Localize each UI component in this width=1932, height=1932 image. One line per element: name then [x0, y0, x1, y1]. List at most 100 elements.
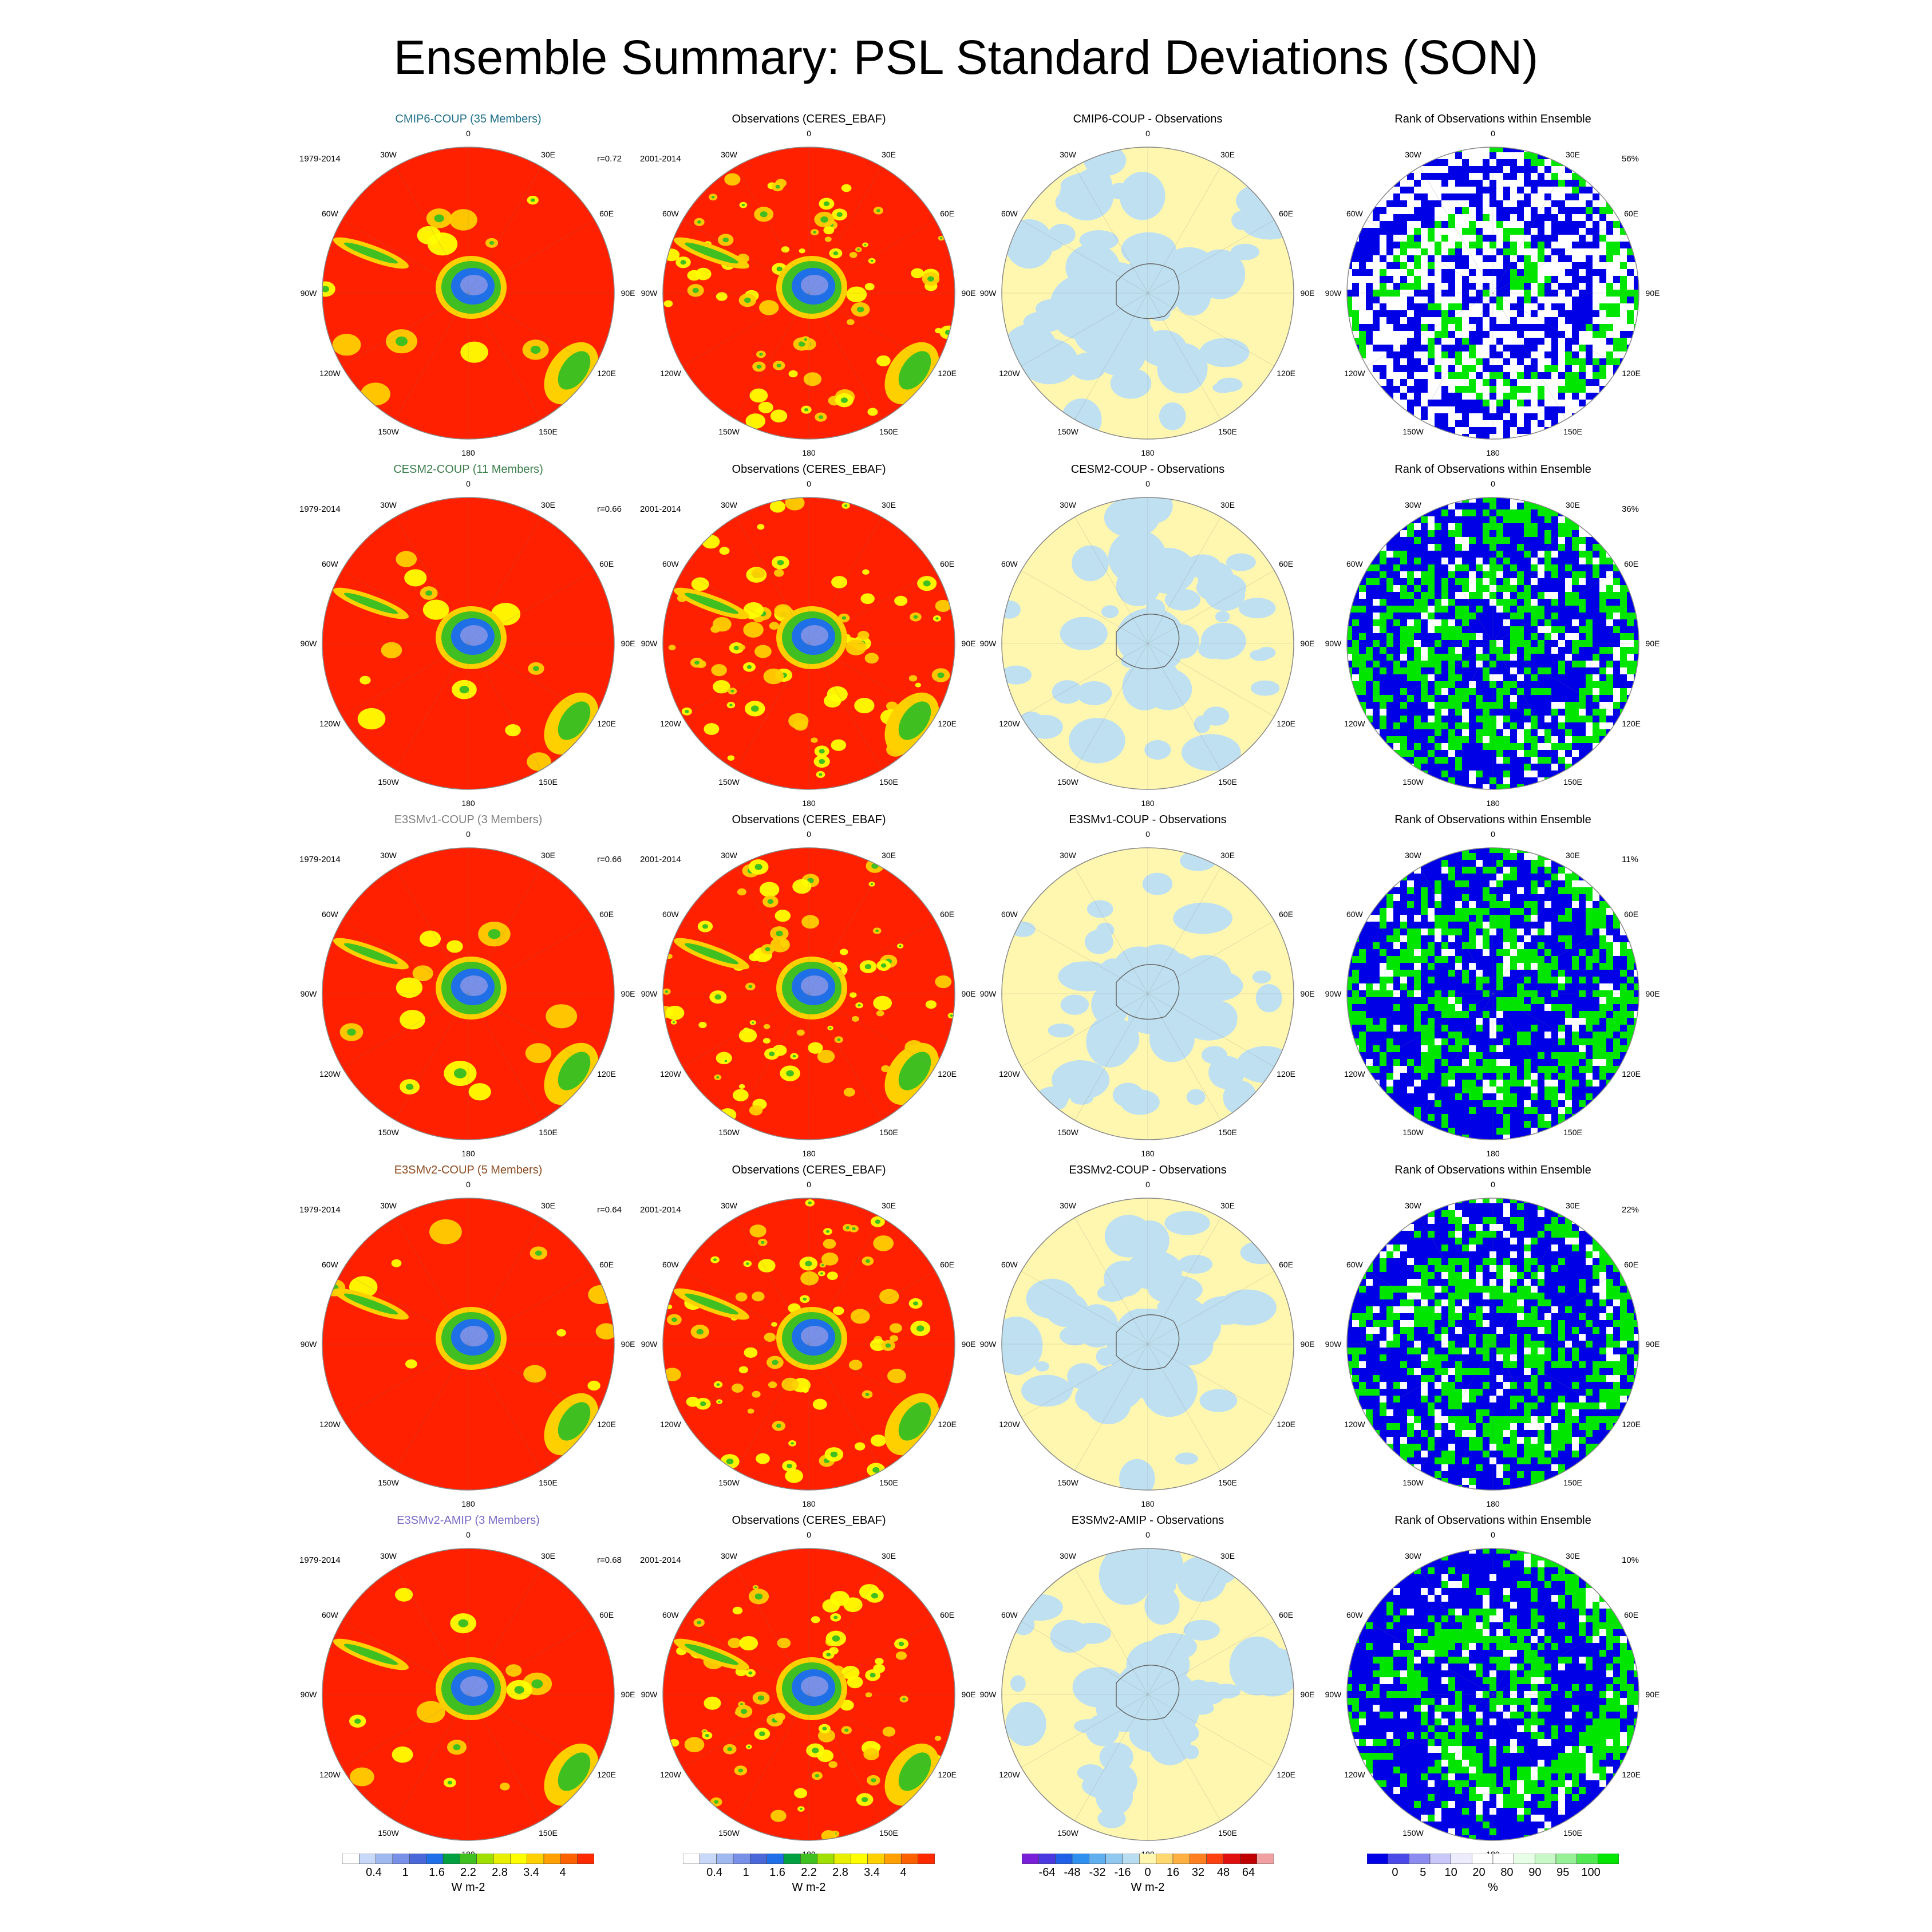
- model-correlation: r=0.68: [597, 1555, 622, 1565]
- obs-panel-title: Observations (CERES_EBAF): [732, 113, 886, 125]
- longitude-label: 30W: [1060, 851, 1076, 860]
- colorbar-tick-label: 80: [1500, 1866, 1514, 1879]
- longitude-label: 30E: [541, 500, 555, 510]
- longitude-label: 90E: [1645, 1340, 1660, 1349]
- longitude-label: 150W: [378, 1127, 399, 1137]
- longitude-label: 120W: [1344, 1419, 1365, 1429]
- longitude-label: 60W: [321, 909, 338, 919]
- longitude-label: 150E: [879, 1477, 898, 1487]
- model-correlation: r=0.64: [597, 1205, 622, 1215]
- colorbar-swatch: [577, 1854, 594, 1864]
- colorbar-tick-label: 95: [1556, 1866, 1570, 1879]
- longitude-label: 60E: [1624, 1259, 1639, 1269]
- diff-map-1: [1001, 497, 1294, 790]
- colorbar-swatch: [1072, 1854, 1089, 1864]
- longitude-label: 180: [802, 1499, 816, 1508]
- longitude-label: 30W: [1405, 851, 1421, 860]
- longitude-label: 180: [1486, 448, 1500, 457]
- longitude-label: 180: [461, 1149, 475, 1158]
- longitude-label: 0: [1145, 479, 1150, 488]
- rank-panel-title: Rank of Observations within Ensemble: [1394, 1514, 1591, 1527]
- model-period: 1979-2014: [299, 855, 341, 864]
- colorbar-swatch: [1089, 1854, 1106, 1864]
- longitude-label: 180: [802, 448, 816, 457]
- longitude-label: 30E: [882, 1551, 896, 1561]
- diff-panel-title: CMIP6-COUP - Observations: [1073, 113, 1223, 125]
- rank-percentage: 22%: [1622, 1205, 1639, 1215]
- longitude-label: 150W: [1402, 1828, 1424, 1838]
- longitude-label: 120E: [1622, 718, 1641, 728]
- longitude-label: 0: [466, 129, 471, 138]
- longitude-label: 60W: [1346, 559, 1363, 568]
- longitude-label: 120E: [1277, 1069, 1295, 1078]
- longitude-label: 150E: [1563, 426, 1582, 436]
- colorbar-tick-label: 1: [742, 1866, 749, 1879]
- rank-percentage: 11%: [1622, 855, 1638, 864]
- colorbar-tick-label: -16: [1114, 1866, 1131, 1879]
- obs-panel-title: Observations (CERES_EBAF): [732, 463, 886, 476]
- longitude-label: 90E: [1645, 1690, 1660, 1699]
- colorbar-tick-label: 5: [1420, 1866, 1427, 1879]
- longitude-label: 30E: [541, 851, 555, 860]
- longitude-label: 30E: [1566, 150, 1580, 160]
- longitude-label: 120E: [938, 718, 957, 728]
- rank-map-3: [1346, 1198, 1639, 1491]
- longitude-label: 60E: [1624, 909, 1639, 919]
- longitude-label: 60E: [1624, 559, 1639, 568]
- longitude-label: 60E: [1279, 909, 1294, 919]
- longitude-label: 120E: [1622, 1769, 1641, 1779]
- longitude-label: 60E: [599, 208, 614, 218]
- longitude-label: 30W: [1060, 1551, 1076, 1561]
- colorbar-swatch: [1555, 1854, 1577, 1864]
- longitude-label: 60E: [1279, 1610, 1294, 1619]
- longitude-label: 30E: [882, 1201, 896, 1211]
- longitude-label: 90E: [1645, 289, 1660, 298]
- longitude-label: 60E: [940, 1259, 955, 1269]
- colorbar-tick-label: 48: [1216, 1866, 1230, 1879]
- longitude-label: 0: [807, 1530, 811, 1539]
- longitude-label: 90W: [300, 639, 317, 648]
- model-map-1: [322, 497, 615, 790]
- colorbar-swatch: [918, 1854, 935, 1864]
- longitude-label: 90W: [1325, 1340, 1342, 1349]
- colorbar-swatch: [700, 1854, 717, 1864]
- longitude-label: 90E: [1300, 989, 1315, 998]
- longitude-label: 120W: [660, 368, 681, 378]
- longitude-label: 150W: [1402, 426, 1424, 436]
- colorbar-tick-label: 2.8: [492, 1866, 508, 1879]
- longitude-label: 0: [807, 479, 811, 488]
- longitude-label: 180: [1486, 799, 1500, 808]
- longitude-label: 60W: [1001, 559, 1018, 568]
- longitude-label: 60W: [1001, 1610, 1018, 1619]
- longitude-label: 60W: [1346, 909, 1363, 919]
- colorbar-tick-label: 90: [1528, 1866, 1542, 1879]
- colorbar-tick-label: -32: [1089, 1866, 1106, 1879]
- longitude-label: 60E: [1624, 1610, 1639, 1619]
- longitude-label: 30E: [1566, 500, 1580, 510]
- diff-colorbar: [1022, 1854, 1274, 1864]
- longitude-label: 90W: [641, 1340, 658, 1349]
- colorbar-swatch: [376, 1854, 393, 1864]
- colorbar-tick-label: 2.2: [460, 1866, 476, 1879]
- longitude-label: 0: [1145, 829, 1150, 839]
- longitude-label: 120W: [660, 1069, 681, 1078]
- longitude-label: 90W: [979, 1340, 997, 1349]
- longitude-label: 120E: [938, 1769, 957, 1779]
- colorbar-tick-label: 3.4: [523, 1866, 539, 1879]
- longitude-label: 90W: [641, 1690, 658, 1699]
- longitude-label: 30W: [1060, 500, 1076, 510]
- rank-percentage: 36%: [1622, 504, 1639, 514]
- diff-panel-title: E3SMv2-AMIP - Observations: [1071, 1514, 1224, 1527]
- colorbar-tick-label: 3.4: [864, 1866, 880, 1879]
- longitude-label: 150W: [718, 777, 740, 787]
- diff-map-2: [1001, 847, 1294, 1140]
- colorbar-swatch: [1409, 1854, 1431, 1864]
- longitude-label: 60E: [599, 1610, 614, 1619]
- longitude-label: 90E: [621, 1340, 635, 1349]
- model-period: 1979-2014: [299, 1205, 341, 1215]
- longitude-label: 150E: [1218, 1127, 1237, 1137]
- longitude-label: 60W: [1346, 208, 1363, 218]
- colorbar-unit: W m-2: [792, 1881, 826, 1894]
- longitude-label: 30W: [1060, 1201, 1076, 1211]
- longitude-label: 150E: [1563, 1828, 1582, 1838]
